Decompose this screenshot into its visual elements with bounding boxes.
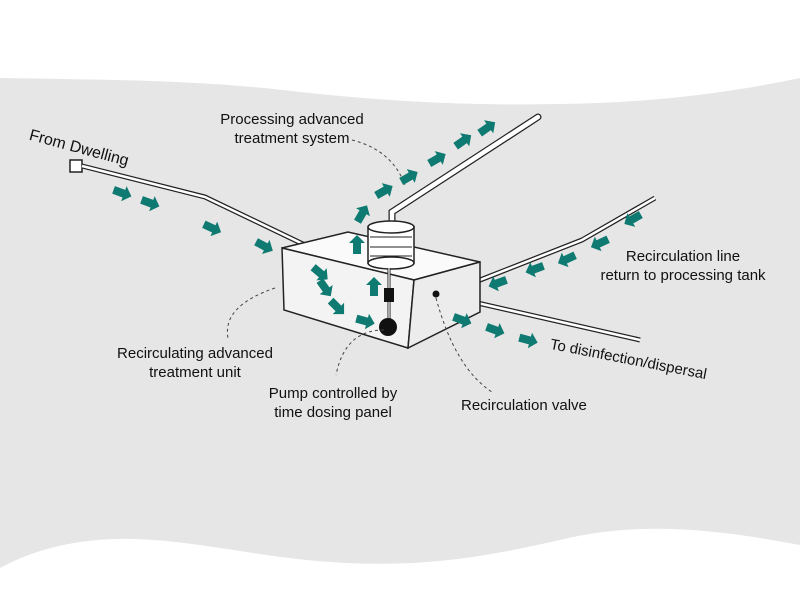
flow-arrow-icon bbox=[202, 220, 222, 237]
label-pump-line1: Pump controlled by bbox=[268, 385, 398, 402]
flow-arrow-icon bbox=[518, 332, 538, 349]
flow-arrow-icon bbox=[354, 205, 370, 224]
flow-arrow-icon bbox=[399, 169, 418, 185]
flow-arrow-icon bbox=[310, 264, 328, 281]
flow-arrow-icon bbox=[590, 235, 610, 252]
flow-arrow-icon bbox=[374, 183, 393, 199]
label-recirculation-valve: Recirculation valve bbox=[461, 397, 587, 414]
flow-arrow-icon bbox=[366, 277, 382, 296]
label-recirculation-line: Recirculation line return to processing … bbox=[593, 247, 773, 285]
label-processing-system: Processing advanced treatment system bbox=[218, 110, 366, 148]
label-processing-line2: treatment system bbox=[234, 130, 350, 147]
label-unit-line2: treatment unit bbox=[149, 364, 241, 381]
flow-arrow-icon bbox=[355, 313, 375, 330]
flow-arrow-icon bbox=[485, 323, 505, 339]
filter-cylinder-icon bbox=[367, 220, 415, 270]
label-recirc-line2: return to processing tank bbox=[600, 267, 766, 284]
flow-arrow-icon bbox=[427, 151, 446, 167]
label-unit-line1: Recirculating advanced bbox=[117, 345, 273, 362]
flow-arrow-icon bbox=[140, 196, 160, 212]
flow-arrow-icon bbox=[453, 133, 472, 150]
label-treatment-unit: Recirculating advanced treatment unit bbox=[110, 344, 280, 382]
flow-arrow-icon bbox=[316, 278, 333, 297]
leader-processing bbox=[351, 139, 406, 186]
flow-arrow-icon bbox=[452, 313, 472, 329]
pump-icon bbox=[379, 318, 397, 336]
flow-arrow-icon bbox=[488, 276, 508, 292]
flow-arrow-icon bbox=[477, 120, 496, 137]
flow-arrow-icon bbox=[112, 186, 132, 202]
flow-arrow-icon bbox=[525, 262, 545, 278]
pump-control-icon bbox=[384, 288, 394, 302]
dwelling-connector bbox=[69, 159, 83, 173]
label-pump-line2: time dosing panel bbox=[274, 404, 392, 421]
flow-arrow-icon bbox=[349, 235, 365, 254]
label-pump: Pump controlled by time dosing panel bbox=[258, 384, 408, 422]
flow-arrow-icon bbox=[624, 211, 643, 227]
valve-icon bbox=[432, 290, 440, 298]
flow-arrow-icon bbox=[327, 297, 345, 315]
flow-arrow-icon bbox=[557, 251, 577, 268]
leader-lines bbox=[226, 139, 493, 393]
leader-valve bbox=[435, 297, 493, 393]
flow-arrows bbox=[112, 120, 643, 349]
label-processing-line1: Processing advanced bbox=[220, 111, 364, 128]
leader-unit bbox=[226, 287, 276, 339]
label-recirc-line1: Recirculation line bbox=[625, 248, 741, 265]
flow-arrow-icon bbox=[254, 238, 273, 255]
leader-pump bbox=[335, 329, 385, 376]
